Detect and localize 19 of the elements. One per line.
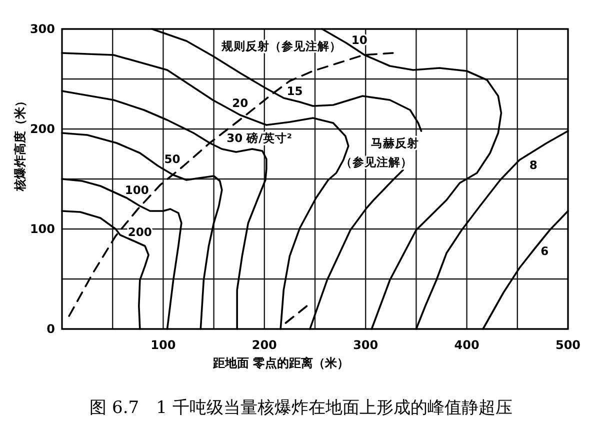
- series-label: 50: [164, 152, 180, 166]
- series-label: 20: [232, 96, 248, 110]
- series-label: 8: [529, 158, 538, 172]
- x-axis-title: 距地面 零点的距离（米）: [212, 356, 350, 370]
- text: 图 6.7 1 千吨级当量核爆炸在地面上形成的峰值静超压: [90, 398, 512, 418]
- x-tick-label: 400: [454, 338, 480, 352]
- x-tick-label: 100: [150, 338, 176, 352]
- series-label: 200: [128, 225, 152, 239]
- series-label: 6: [540, 244, 549, 258]
- series-label: 15: [286, 84, 303, 98]
- x-tick-label: 500: [555, 338, 581, 352]
- x-tick-label: 200: [252, 338, 277, 352]
- y-tick-label: 200: [30, 122, 55, 136]
- y-axis-title: 核爆炸高度（米）: [13, 95, 27, 192]
- y-tick-label: 100: [30, 222, 55, 236]
- y-tick-label: 300: [30, 22, 55, 36]
- y-tick-label: 0: [46, 322, 55, 336]
- series-label: 100: [124, 183, 149, 197]
- x-tick-label: 300: [353, 338, 378, 352]
